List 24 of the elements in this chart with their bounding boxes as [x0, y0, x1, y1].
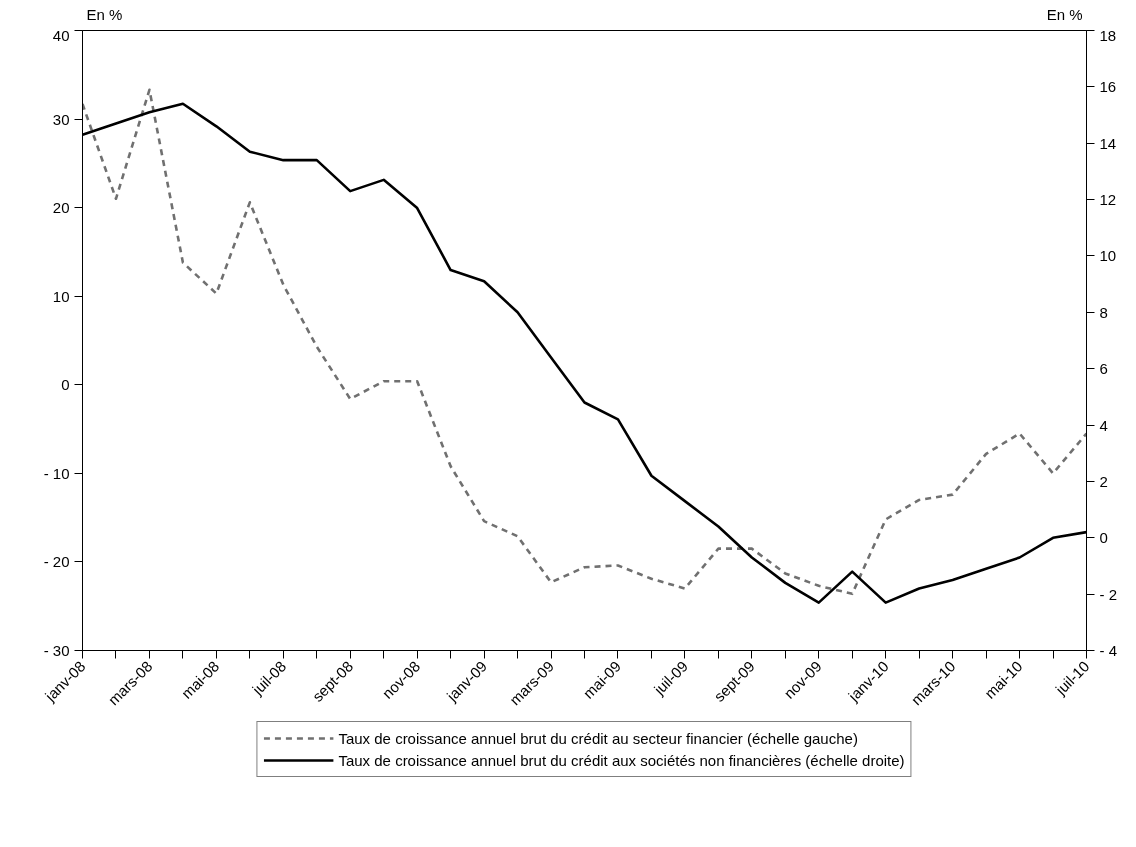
y-tick-label: 10	[52, 287, 70, 305]
y2-tick-label: 8	[1099, 303, 1108, 321]
y2-tick-label: 14	[1099, 134, 1117, 152]
y-tick-label: - 30	[43, 642, 70, 659]
legend-label: Taux de croissance annuel brut du crédit au secteur financier (échelle gauche)	[338, 729, 858, 747]
y2-tick-label: 12	[1099, 191, 1117, 209]
y-tick-label: 0	[61, 376, 70, 394]
y2-tick-label: 4	[1099, 416, 1108, 434]
y2-tick-label: 16	[1099, 78, 1117, 96]
y-tick-label: 30	[52, 110, 70, 128]
y2-tick-label: 18	[1099, 26, 1117, 44]
y2-tick-label: 0	[1099, 529, 1108, 547]
y2-axis-title: En %	[1046, 5, 1083, 23]
y-axis-title: En %	[86, 5, 123, 23]
y2-tick-label: 2	[1099, 472, 1108, 490]
y2-tick-label: - 2	[1099, 585, 1118, 603]
y-tick-label: 40	[52, 26, 70, 44]
y2-tick-label: - 4	[1099, 642, 1118, 659]
y2-tick-label: 6	[1099, 360, 1108, 378]
y-tick-label: - 10	[43, 464, 70, 482]
y-tick-label: - 20	[43, 553, 70, 571]
legend-label: Taux de croissance annuel brut du crédit aux sociétés non financières (échelle droite)	[338, 751, 905, 769]
y-tick-label: 20	[52, 199, 70, 217]
y2-tick-label: 10	[1099, 247, 1117, 265]
